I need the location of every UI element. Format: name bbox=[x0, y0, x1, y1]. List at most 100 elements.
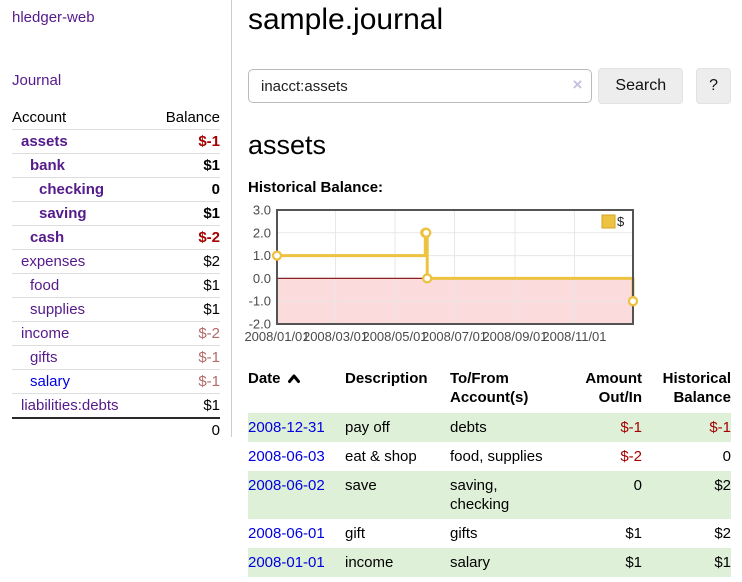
account-row: bank $1 bbox=[12, 153, 220, 178]
transaction-description: gift bbox=[345, 525, 366, 542]
account-row: saving $1 bbox=[12, 201, 220, 226]
account-balance: $1 bbox=[149, 153, 220, 178]
search-input[interactable] bbox=[248, 69, 593, 103]
account-row: gifts $-1 bbox=[12, 345, 220, 370]
register-col-description: Description bbox=[345, 370, 428, 387]
svg-text:-1.0: -1.0 bbox=[249, 294, 271, 309]
account-link-expenses[interactable]: expenses bbox=[21, 253, 86, 270]
account-link-cash[interactable]: cash bbox=[30, 229, 65, 246]
account-row: assets $-1 bbox=[12, 129, 220, 154]
sidebar: hledger-web Journal Account Balance asse… bbox=[0, 0, 232, 442]
account-link-checking[interactable]: checking bbox=[39, 181, 105, 198]
svg-text:$: $ bbox=[617, 214, 625, 229]
svg-text:2008/09/01: 2008/09/01 bbox=[482, 329, 547, 344]
register-col-amount: Amount Out/In bbox=[585, 370, 642, 406]
transaction-date-link[interactable]: 2008-06-03 bbox=[248, 448, 325, 465]
transaction-accounts: salary bbox=[450, 554, 491, 571]
transaction-accounts: debts bbox=[450, 419, 487, 436]
account-row: supplies $1 bbox=[12, 297, 220, 322]
svg-text:-2.0: -2.0 bbox=[249, 317, 271, 332]
svg-text:2008/11/01: 2008/11/01 bbox=[542, 329, 606, 344]
transaction-amount: $1 bbox=[625, 554, 642, 571]
transaction-date-link[interactable]: 2008-01-01 bbox=[248, 554, 325, 571]
accounts-col-balance: Balance bbox=[149, 106, 220, 130]
account-link-saving[interactable]: saving bbox=[39, 205, 87, 222]
accounts-table: Account Balance assets $-1 bank $1 check… bbox=[12, 106, 220, 442]
svg-text:2008/05/01: 2008/05/01 bbox=[362, 329, 427, 344]
svg-text:2008/01/01: 2008/01/01 bbox=[244, 329, 309, 344]
account-link-supplies[interactable]: supplies bbox=[30, 301, 86, 318]
account-link-gifts[interactable]: gifts bbox=[30, 349, 58, 366]
transaction-date-link[interactable]: 2008-12-31 bbox=[248, 419, 325, 436]
transaction-amount: $-1 bbox=[620, 419, 642, 436]
account-balance: $2 bbox=[149, 249, 220, 274]
search-button[interactable]: Search bbox=[598, 68, 684, 104]
svg-text:2.0: 2.0 bbox=[253, 225, 271, 240]
chart-title: Historical Balance: bbox=[248, 179, 384, 196]
transaction-description: pay off bbox=[345, 419, 390, 436]
register-row: 2008-06-01 gift gifts $1 $2 bbox=[248, 519, 731, 548]
transaction-balance: $-1 bbox=[709, 419, 731, 436]
account-link-food[interactable]: food bbox=[30, 277, 60, 294]
main-panel: sample.journal × Search ? assets Histori… bbox=[232, 0, 742, 577]
transaction-accounts: food, supplies bbox=[450, 448, 543, 465]
transaction-accounts: saving, checking bbox=[450, 477, 510, 513]
account-row: expenses $2 bbox=[12, 249, 220, 274]
transaction-balance: $2 bbox=[714, 525, 731, 542]
account-link-assets[interactable]: assets bbox=[21, 133, 68, 150]
account-row: income $-2 bbox=[12, 321, 220, 346]
register-table: Date Description To/From Account(s) Amou… bbox=[248, 367, 731, 577]
transaction-date-link[interactable]: 2008-06-01 bbox=[248, 525, 325, 542]
page-title: sample.journal bbox=[248, 3, 444, 36]
account-link-liabilities-debts[interactable]: liabilities:debts bbox=[21, 397, 119, 414]
account-balance: $-1 bbox=[149, 345, 220, 370]
transaction-balance: $1 bbox=[714, 554, 731, 571]
search-bar: × Search ? bbox=[248, 68, 731, 104]
historical-balance-chart: 3.0 2.0 1.0 0.0 -1.0 -2.0 2008/01/01 2008/03/01… bbox=[242, 204, 642, 346]
clear-search-icon[interactable]: × bbox=[572, 75, 583, 94]
register-row: 2008-06-02 save saving, checking 0 $2 bbox=[248, 471, 731, 519]
help-button[interactable]: ? bbox=[696, 68, 731, 104]
account-row: liabilities:debts $1 bbox=[12, 393, 220, 419]
transaction-balance: $2 bbox=[714, 477, 731, 494]
accounts-total-row: 0 bbox=[12, 417, 220, 442]
accounts-table-header: Account Balance bbox=[12, 106, 220, 130]
brand-link[interactable]: hledger-web bbox=[12, 9, 95, 26]
sidebar-item-journal[interactable]: Journal bbox=[12, 72, 62, 89]
register-header-row: Date Description To/From Account(s) Amou… bbox=[248, 367, 731, 413]
svg-text:2008/03/01: 2008/03/01 bbox=[303, 329, 368, 344]
transaction-amount: $1 bbox=[625, 525, 642, 542]
register-row: 2008-01-01 income salary $1 $1 bbox=[248, 548, 731, 577]
account-balance: 0 bbox=[149, 177, 220, 202]
register-col-date[interactable]: Date bbox=[248, 367, 345, 413]
register-col-balance: Historical Balance bbox=[662, 370, 731, 406]
transaction-accounts: gifts bbox=[450, 525, 478, 542]
accounts-col-account: Account bbox=[12, 106, 150, 130]
transaction-amount: 0 bbox=[633, 477, 642, 494]
transaction-description: income bbox=[345, 554, 394, 571]
account-link-bank[interactable]: bank bbox=[30, 157, 66, 174]
account-row: cash $-2 bbox=[12, 225, 220, 250]
register-row: 2008-12-31 pay off debts $-1 $-1 bbox=[248, 413, 731, 442]
register-col-accounts: To/From Account(s) bbox=[450, 370, 529, 406]
svg-text:0.0: 0.0 bbox=[253, 271, 271, 286]
account-balance: $-2 bbox=[149, 225, 220, 250]
svg-text:2008/07/01: 2008/07/01 bbox=[422, 329, 487, 344]
account-balance: $1 bbox=[149, 201, 220, 226]
transaction-description: save bbox=[345, 477, 377, 494]
register-row: 2008-06-03 eat & shop food, supplies $-2… bbox=[248, 442, 731, 471]
account-link-income[interactable]: income bbox=[21, 325, 70, 342]
account-balance: $1 bbox=[149, 273, 220, 298]
account-balance: $-1 bbox=[149, 369, 220, 394]
account-balance: $-2 bbox=[149, 321, 220, 346]
account-balance: $-1 bbox=[149, 129, 220, 154]
balance-chart-canvas: 3.0 2.0 1.0 0.0 -1.0 -2.02008/01/012008/03/01… bbox=[244, 204, 639, 344]
transaction-description: eat & shop bbox=[345, 448, 417, 465]
account-row: checking 0 bbox=[12, 177, 220, 202]
transaction-date-link[interactable]: 2008-06-02 bbox=[248, 477, 325, 494]
sort-ascending-icon bbox=[287, 374, 300, 383]
account-link-salary[interactable]: salary bbox=[30, 373, 71, 390]
account-balance: $1 bbox=[149, 393, 220, 419]
account-row: salary $-1 bbox=[12, 369, 220, 394]
svg-text:3.0: 3.0 bbox=[253, 204, 271, 218]
